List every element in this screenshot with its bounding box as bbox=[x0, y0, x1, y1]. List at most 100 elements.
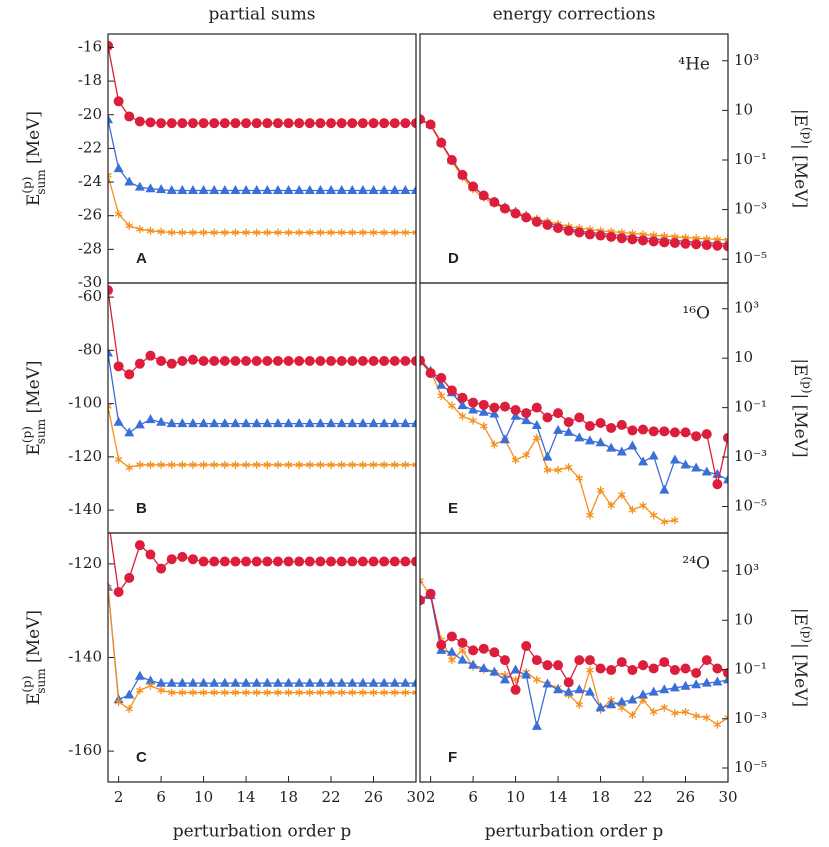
marker-circle bbox=[420, 595, 425, 606]
marker-circle bbox=[425, 588, 436, 599]
marker-triangle bbox=[521, 415, 532, 425]
marker-triangle bbox=[574, 684, 585, 694]
marker-circle bbox=[411, 356, 416, 367]
marker-circle bbox=[584, 655, 595, 666]
marker-circle bbox=[219, 118, 230, 129]
marker-circle bbox=[304, 118, 315, 129]
marker-triangle bbox=[294, 418, 305, 428]
marker-circle bbox=[177, 551, 188, 562]
marker-triangle bbox=[177, 677, 188, 687]
marker-triangle bbox=[379, 184, 390, 194]
y-axis-label-part: sum bbox=[34, 668, 48, 694]
marker-circle bbox=[712, 663, 723, 674]
column-title: partial sums bbox=[209, 5, 316, 25]
panel-letter: D bbox=[448, 250, 459, 267]
marker-circle bbox=[669, 238, 680, 249]
marker-triangle bbox=[294, 677, 305, 687]
marker-star bbox=[189, 228, 197, 237]
marker-circle bbox=[712, 479, 723, 490]
marker-star bbox=[380, 688, 388, 697]
marker-star bbox=[157, 227, 165, 236]
marker-triangle bbox=[124, 427, 135, 437]
marker-triangle bbox=[669, 454, 680, 464]
marker-triangle bbox=[230, 418, 241, 428]
marker-star bbox=[263, 460, 272, 469]
marker-circle bbox=[531, 216, 542, 227]
marker-triangle bbox=[145, 183, 156, 193]
marker-triangle bbox=[701, 677, 712, 687]
marker-triangle bbox=[457, 400, 468, 410]
x-tick-label: 14 bbox=[549, 788, 568, 806]
marker-star bbox=[210, 460, 218, 469]
marker-triangle bbox=[659, 684, 670, 694]
marker-triangle bbox=[531, 720, 542, 730]
marker-circle bbox=[723, 241, 728, 252]
marker-star bbox=[146, 226, 155, 235]
marker-triangle bbox=[304, 418, 315, 428]
marker-circle bbox=[294, 356, 305, 367]
x-tick-label: 2 bbox=[114, 788, 124, 806]
marker-circle bbox=[230, 118, 241, 129]
marker-circle bbox=[209, 556, 220, 567]
marker-star bbox=[448, 656, 456, 665]
y-tick-label: 10⁻³ bbox=[734, 200, 767, 218]
marker-circle bbox=[336, 556, 347, 567]
panel-letter: A bbox=[136, 250, 147, 267]
marker-circle bbox=[198, 118, 209, 129]
marker-triangle bbox=[187, 677, 198, 687]
y-tick-label: -140 bbox=[68, 500, 102, 518]
marker-circle bbox=[400, 556, 411, 567]
marker-circle bbox=[198, 356, 209, 367]
marker-triangle bbox=[262, 418, 273, 428]
y-tick-label: -18 bbox=[78, 71, 102, 89]
y-tick-label: 10³ bbox=[734, 51, 759, 69]
marker-circle bbox=[124, 111, 135, 122]
marker-circle bbox=[241, 118, 252, 129]
marker-triangle bbox=[691, 462, 702, 472]
marker-triangle bbox=[177, 184, 188, 194]
marker-circle bbox=[326, 556, 337, 567]
marker-star bbox=[713, 720, 722, 729]
marker-triangle bbox=[457, 654, 468, 664]
y-tick-label: 10⁻¹ bbox=[734, 660, 767, 678]
marker-circle bbox=[283, 556, 294, 567]
marker-triangle bbox=[389, 184, 400, 194]
x-tick-label: 22 bbox=[321, 788, 340, 806]
marker-star bbox=[189, 460, 197, 469]
isotope-label: ²⁴O bbox=[682, 554, 710, 574]
marker-star bbox=[369, 228, 378, 237]
marker-circle bbox=[638, 660, 649, 671]
y-axis-label: |E(p)| [MeV] bbox=[791, 608, 815, 707]
y-tick-label: 10⁻¹ bbox=[734, 150, 767, 168]
marker-star bbox=[369, 460, 378, 469]
marker-circle bbox=[251, 556, 262, 567]
marker-circle bbox=[648, 426, 659, 437]
marker-star bbox=[136, 686, 144, 695]
y-axis-label-part: [MeV] bbox=[24, 360, 44, 418]
marker-circle bbox=[134, 358, 145, 369]
x-tick-label: 10 bbox=[506, 788, 525, 806]
marker-triangle bbox=[108, 347, 113, 357]
marker-star bbox=[157, 460, 165, 469]
marker-star bbox=[554, 466, 562, 475]
x-tick-label: 26 bbox=[364, 788, 383, 806]
marker-circle bbox=[659, 426, 670, 437]
marker-star bbox=[316, 228, 325, 237]
marker-triangle bbox=[701, 466, 712, 476]
marker-circle bbox=[145, 117, 156, 128]
series-line bbox=[420, 594, 728, 727]
marker-star bbox=[533, 675, 541, 684]
marker-star bbox=[274, 688, 282, 697]
marker-triangle bbox=[230, 184, 241, 194]
marker-circle bbox=[627, 234, 638, 245]
marker-circle bbox=[616, 233, 627, 244]
marker-triangle bbox=[669, 682, 680, 692]
marker-star bbox=[189, 688, 197, 697]
marker-star bbox=[660, 517, 669, 526]
marker-triangle bbox=[315, 677, 326, 687]
marker-star bbox=[125, 221, 134, 230]
marker-star bbox=[420, 576, 424, 585]
marker-circle bbox=[468, 397, 479, 408]
marker-circle bbox=[347, 118, 358, 129]
marker-circle bbox=[574, 412, 585, 423]
